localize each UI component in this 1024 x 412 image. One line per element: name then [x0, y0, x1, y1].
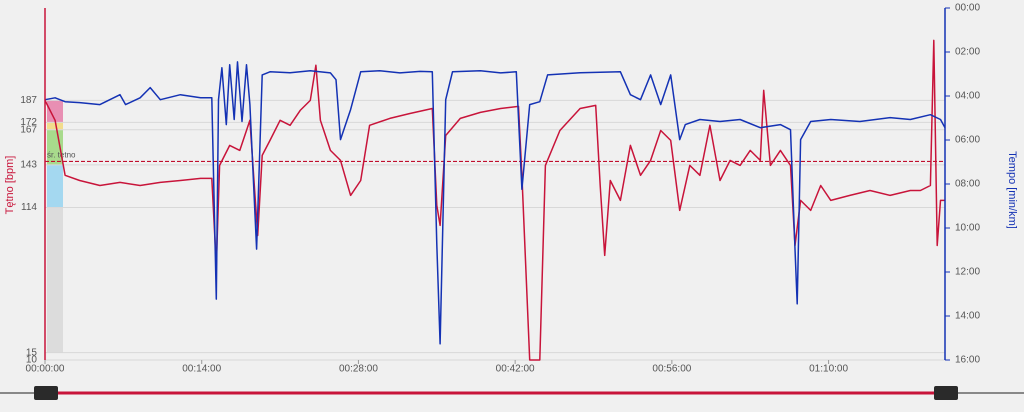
x-tick-label: 00:00:00: [26, 364, 65, 375]
x-tick-label: 00:56:00: [652, 364, 691, 375]
y-tick-label: 167: [20, 124, 37, 135]
y2-tick-label: 00:00: [955, 3, 980, 14]
y-tick-label: 10: [26, 355, 38, 366]
hr-zone: [47, 164, 63, 208]
y2-tick-label: 12:00: [955, 267, 980, 278]
y-axis-label: Tętno [bpm]: [4, 156, 16, 215]
y2-tick-label: 06:00: [955, 135, 980, 146]
x-tick-label: 00:28:00: [339, 364, 378, 375]
slider-handle-right[interactable]: [934, 386, 958, 400]
y-tick-label: 172: [20, 117, 37, 128]
y2-axis-label: Tempo [min/km]: [1006, 151, 1018, 229]
hr-zone: [47, 100, 63, 123]
series-line: [44, 61, 946, 345]
y-tick-label: 114: [21, 202, 37, 213]
y2-tick-label: 02:00: [955, 47, 980, 58]
y2-tick-label: 14:00: [955, 311, 980, 322]
y2-tick-label: 10:00: [955, 223, 980, 234]
y2-tick-label: 04:00: [955, 91, 980, 102]
slider-handle-left[interactable]: [34, 386, 58, 400]
range-slider[interactable]: [0, 386, 1024, 400]
hr-zone: [47, 207, 63, 353]
series-line: [44, 39, 945, 361]
x-tick-label: 00:42:00: [496, 364, 535, 375]
y2-tick-label: 08:00: [955, 179, 980, 190]
hr-zone: [47, 122, 63, 130]
x-tick-label: 01:10:00: [809, 364, 848, 375]
y-tick-label: 143: [20, 160, 37, 171]
y-tick-label: 15: [26, 347, 38, 358]
y-tick-label: 187: [20, 95, 37, 106]
x-tick-label: 00:14:00: [182, 364, 221, 375]
y2-tick-label: 16:00: [955, 355, 980, 366]
